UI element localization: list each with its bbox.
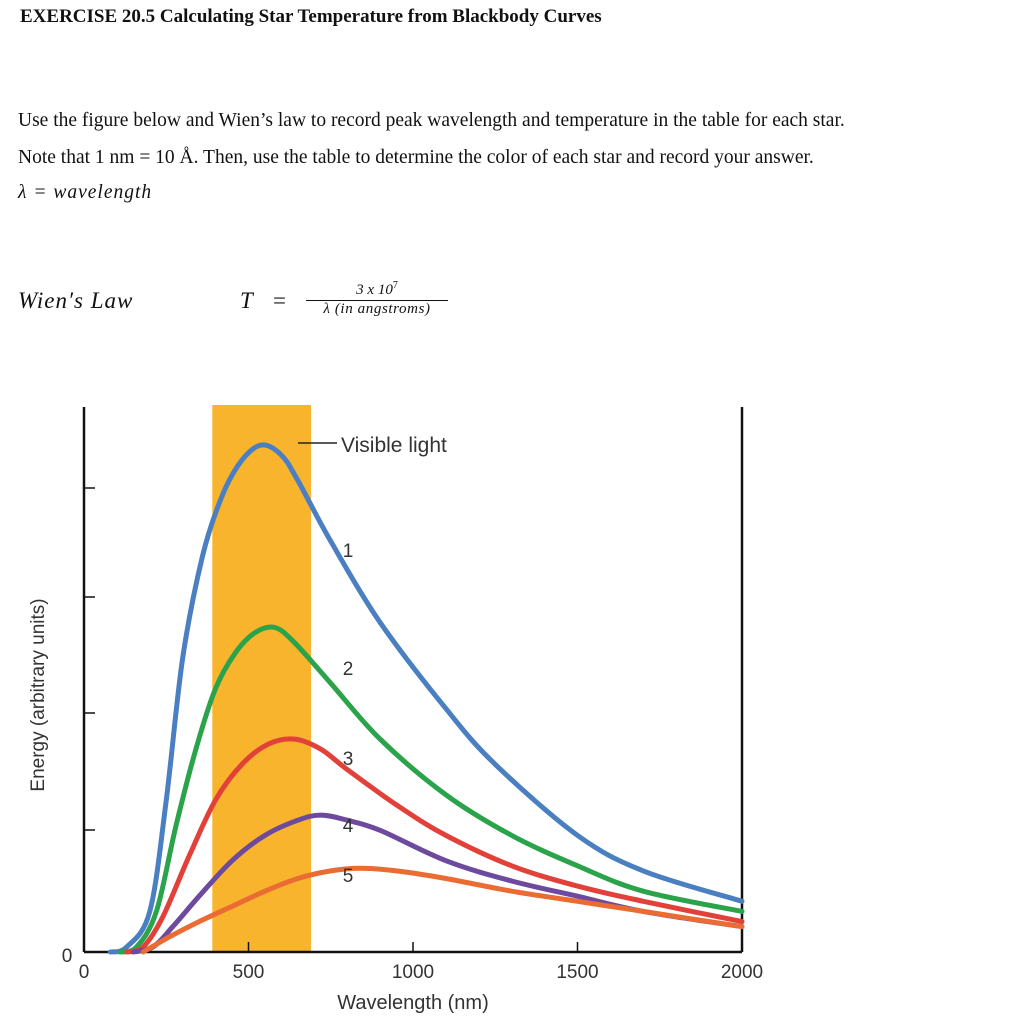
x-tick-label: 1000: [392, 962, 434, 983]
x-tick-label: 1500: [556, 962, 598, 983]
wien-temperature-symbol: T: [240, 288, 253, 313]
curve-label: 2: [343, 659, 354, 680]
curve-star-2: [117, 624, 745, 955]
y-tick-label: 0: [62, 946, 73, 967]
wien-fraction: 3 x 107 λ (in angstroms): [306, 280, 448, 318]
instruction-line-1: Use the figure below and Wien’s law to r…: [18, 110, 845, 131]
x-tick-label: 2000: [721, 962, 763, 983]
curve-star-4: [130, 812, 745, 955]
lambda-definition: λ = wavelength: [18, 182, 153, 203]
wien-law-label: Wien′s Law: [18, 288, 134, 313]
curve-label: 4: [343, 816, 354, 837]
wien-equals-sign: =: [273, 288, 286, 313]
curve-label: 1: [343, 541, 354, 562]
blackbody-chart: Energy (arbitrary units) Wavelength (nm)…: [28, 405, 763, 1014]
x-tick-label: 0: [79, 962, 90, 983]
curve-star-1: [107, 442, 745, 955]
exercise-title: EXERCISE 20.5 Calculating Star Temperatu…: [20, 6, 602, 27]
wien-numerator: 3 x 107: [306, 280, 448, 301]
curve-star-5: [140, 865, 745, 955]
curve-star-3: [124, 736, 745, 955]
x-axis-label: Wavelength (nm): [337, 992, 489, 1014]
visible-light-label: Visible light: [341, 434, 447, 457]
x-tick-label: 500: [233, 962, 265, 983]
wien-denominator: λ (in angstroms): [323, 301, 431, 317]
wien-numerator-exponent: 7: [392, 280, 398, 291]
curve-label: 3: [343, 749, 354, 770]
instruction-line-2: Note that 1 nm = 10 Å. Then, use the tab…: [18, 147, 814, 168]
curve-label: 5: [343, 866, 354, 887]
y-axis-label: Energy (arbitrary units): [28, 598, 49, 791]
wien-numerator-base: 3 x 10: [356, 282, 393, 298]
